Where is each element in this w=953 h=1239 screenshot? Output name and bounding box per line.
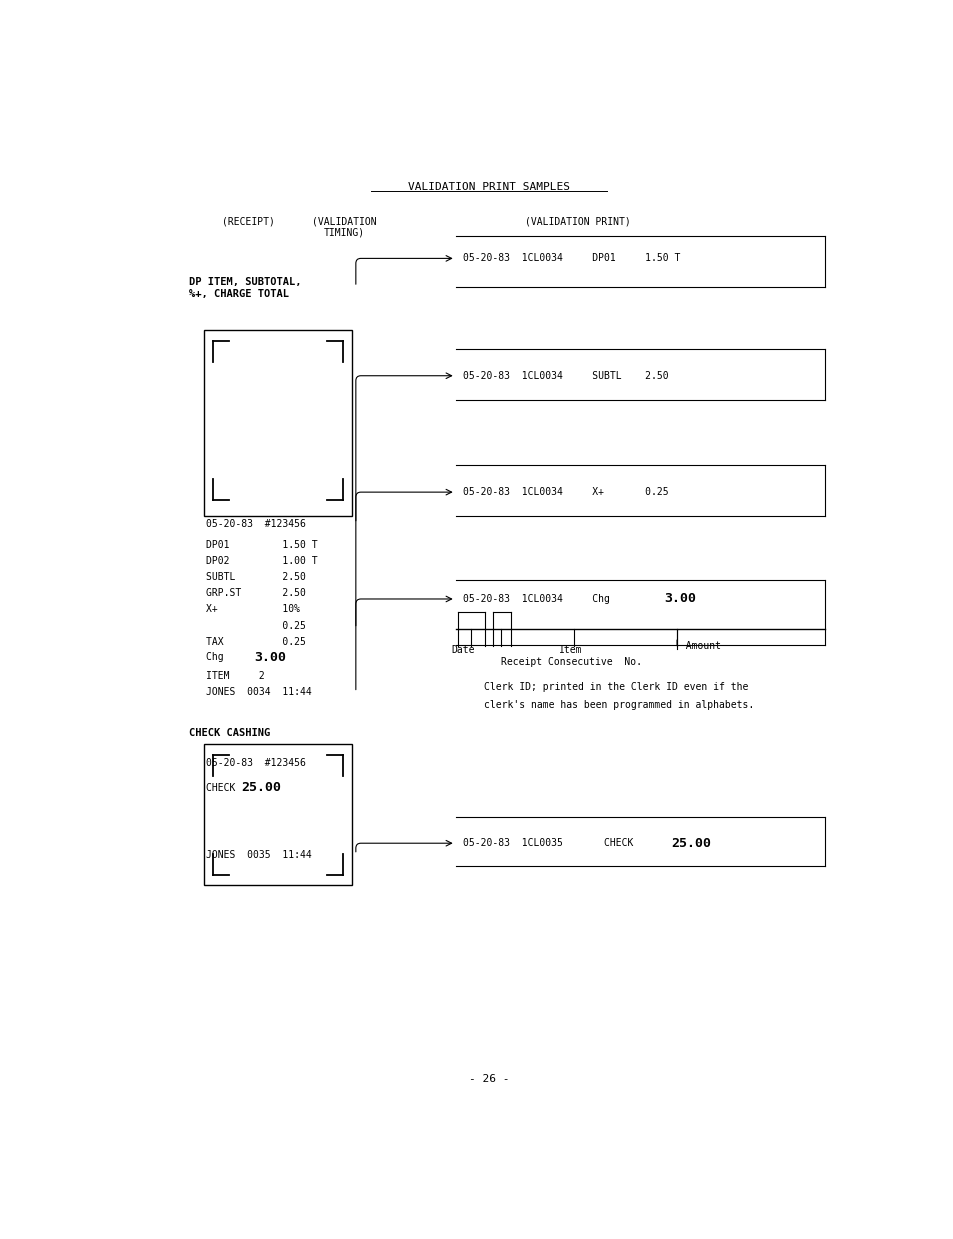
- Text: 05-20-83  #123456: 05-20-83 #123456: [206, 758, 306, 768]
- Text: Clerk ID; printed in the Clerk ID even if the: Clerk ID; printed in the Clerk ID even i…: [483, 681, 747, 691]
- Text: CHECK: CHECK: [206, 783, 241, 793]
- Text: DP01         1.50 T: DP01 1.50 T: [206, 540, 317, 550]
- Text: Chg: Chg: [206, 652, 276, 662]
- Text: (VALIDATION
TIMING): (VALIDATION TIMING): [313, 216, 376, 238]
- Text: 25.00: 25.00: [241, 782, 281, 794]
- Text: - 26 -: - 26 -: [468, 1074, 509, 1084]
- Text: 3.00: 3.00: [254, 650, 286, 664]
- Text: clerk's name has been programmed in alphabets.: clerk's name has been programmed in alph…: [483, 700, 753, 710]
- Text: 25.00: 25.00: [670, 836, 710, 850]
- Text: 3.00: 3.00: [663, 592, 696, 606]
- Text: SUBTL        2.50: SUBTL 2.50: [206, 572, 306, 582]
- Text: TAX          0.25: TAX 0.25: [206, 637, 306, 647]
- Text: JONES  0034  11:44: JONES 0034 11:44: [206, 688, 312, 698]
- Text: └ Amount: └ Amount: [673, 641, 720, 650]
- Text: VALIDATION PRINT SAMPLES: VALIDATION PRINT SAMPLES: [408, 182, 569, 192]
- Text: (VALIDATION PRINT): (VALIDATION PRINT): [524, 216, 630, 227]
- Text: 05-20-83  1CL0034     X+       0.25: 05-20-83 1CL0034 X+ 0.25: [462, 487, 668, 497]
- Text: Receipt Consecutive  No.: Receipt Consecutive No.: [501, 657, 641, 667]
- Bar: [204, 743, 352, 885]
- Text: DP02         1.00 T: DP02 1.00 T: [206, 556, 317, 566]
- Text: Item: Item: [558, 646, 581, 655]
- Text: (RECEIPT): (RECEIPT): [222, 216, 274, 227]
- Text: 05-20-83  1CL0034     SUBTL    2.50: 05-20-83 1CL0034 SUBTL 2.50: [462, 370, 668, 380]
- Bar: [204, 330, 352, 515]
- Text: X+           10%: X+ 10%: [206, 605, 300, 615]
- Text: 05-20-83  #123456: 05-20-83 #123456: [206, 519, 306, 529]
- Text: 05-20-83  1CL0035       CHECK: 05-20-83 1CL0035 CHECK: [462, 839, 644, 849]
- Text: JONES  0035  11:44: JONES 0035 11:44: [206, 850, 312, 860]
- Text: ITEM     2: ITEM 2: [206, 672, 265, 681]
- Text: 0.25: 0.25: [206, 621, 306, 631]
- Text: 05-20-83  1CL0034     Chg: 05-20-83 1CL0034 Chg: [462, 593, 633, 603]
- Text: Date: Date: [451, 646, 475, 655]
- Text: GRP.ST       2.50: GRP.ST 2.50: [206, 589, 306, 598]
- Text: CHECK CASHING: CHECK CASHING: [190, 727, 271, 737]
- Text: 05-20-83  1CL0034     DP01     1.50 T: 05-20-83 1CL0034 DP01 1.50 T: [462, 254, 679, 264]
- Text: DP ITEM, SUBTOTAL,
%+, CHARGE TOTAL: DP ITEM, SUBTOTAL, %+, CHARGE TOTAL: [190, 278, 302, 299]
